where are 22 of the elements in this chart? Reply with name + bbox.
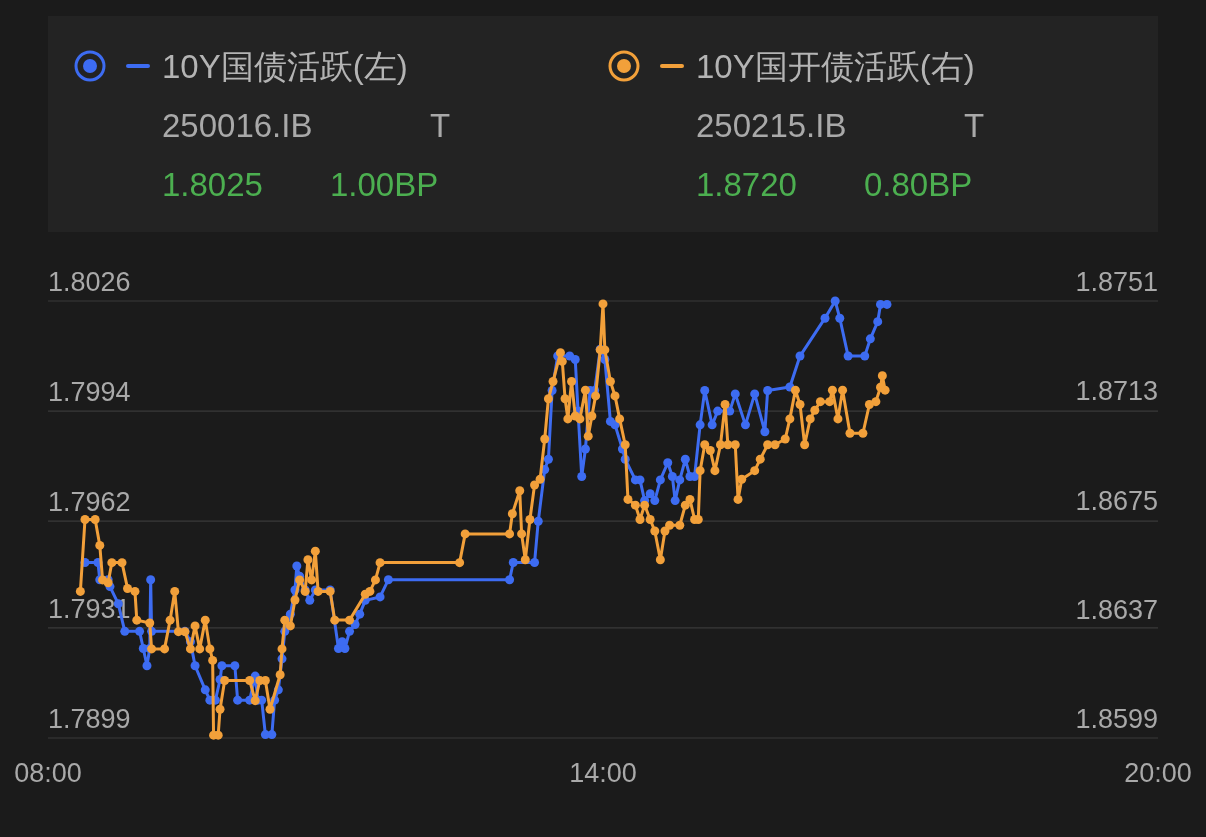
- y2-tick-label: 1.8713: [1075, 376, 1158, 407]
- y-tick-label: 1.7899: [48, 704, 131, 734]
- y-tick-label: 1.8026: [48, 267, 131, 297]
- y2-tick-label: 1.8675: [1075, 485, 1158, 516]
- y2-tick-label: 1.8637: [1075, 594, 1158, 625]
- text: 250215.IB: [696, 107, 847, 144]
- x-tick-label: 08:00: [14, 758, 82, 788]
- x-tick-label: 14:00: [569, 758, 637, 788]
- x-tick-label: 20:00: [1124, 758, 1192, 788]
- text: T: [430, 107, 451, 144]
- legend-label: 10Y国开债活跃(右): [696, 48, 975, 85]
- y2-tick-label: 1.8751: [1075, 267, 1158, 297]
- text: 0.80BP: [864, 166, 973, 203]
- legend-label: 10Y国债活跃(左): [162, 48, 408, 85]
- text: T: [964, 107, 985, 144]
- text: 1.8720: [696, 166, 797, 203]
- y2-tick-label: 1.8599: [1075, 704, 1158, 734]
- text: 1.8025: [162, 166, 263, 203]
- text: 1.00BP: [330, 166, 439, 203]
- text: 250016.IB: [162, 107, 313, 144]
- y-tick-label: 1.7962: [48, 487, 131, 518]
- y-tick-label: 1.7994: [48, 377, 131, 408]
